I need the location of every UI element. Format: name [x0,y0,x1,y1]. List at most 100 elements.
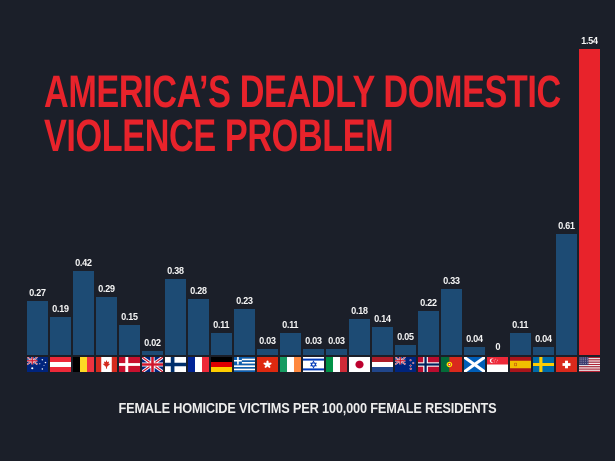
bar-norway [418,311,439,355]
bar-value-label: 0 [495,341,500,353]
bar-column-united-kingdom: 0.02 [142,337,163,372]
bar-column-hong-kong: 0.03 [257,335,278,372]
bar-greece [234,309,255,355]
bar-value-label: 0.19 [52,303,69,315]
bar-column-netherlands: 0.14 [372,313,393,372]
bar-sweden [533,347,554,355]
bar-finland [165,279,186,355]
bar-column-greece: 0.23 [234,295,255,372]
bar-ireland [280,333,301,355]
flag-new-zealand-icon [395,357,416,372]
flag-scotland-icon [464,357,485,372]
bar-value-label: 0.04 [535,333,552,345]
bar-spain [510,333,531,355]
bar-japan [349,319,370,355]
flag-belgium-icon [73,357,94,372]
bar-value-label: 0.28 [190,285,207,297]
bar-column-italy: 0.03 [326,335,347,372]
bar-column-canada: 0.29 [96,283,117,372]
bar-column-scotland: 0.04 [464,333,485,372]
bar-column-belgium: 0.42 [73,257,94,372]
bar-value-label: 0.33 [443,275,460,287]
flag-united-kingdom-icon [142,357,163,372]
bar-column-germany: 0.11 [211,319,232,372]
bar-value-label: 0.11 [213,319,230,331]
bar-italy [326,349,347,355]
bar-column-france: 0.28 [188,285,209,372]
flag-spain-icon [510,357,531,372]
bar-france [188,299,209,355]
bar-value-label: 0.03 [259,335,276,347]
bar-denmark [119,325,140,355]
bar-united-kingdom [142,351,163,355]
bar-value-label: 0.03 [305,335,322,347]
bar-value-label: 1.54 [581,35,598,47]
flag-switzerland-icon [556,357,577,372]
bar-value-label: 0.14 [374,313,391,325]
bar-value-label: 0.42 [75,257,92,269]
bar-switzerland [556,234,577,355]
flag-ireland-icon [280,357,301,372]
bar-netherlands [372,327,393,355]
bar-column-denmark: 0.15 [119,311,140,372]
bar-column-norway: 0.22 [418,297,439,372]
bar-column-japan: 0.18 [349,305,370,372]
bar-value-label: 0.02 [144,337,161,349]
bar-value-label: 0.27 [29,287,46,299]
bar-column-finland: 0.38 [165,265,186,372]
bar-united-states [579,49,600,355]
bar-column-portugal: 0.33 [441,275,462,372]
flag-germany-icon [211,357,232,372]
flag-portugal-icon [441,357,462,372]
bar-value-label: 0.03 [328,335,345,347]
bar-israel [303,349,324,355]
bar-column-sweden: 0.04 [533,333,554,372]
bar-value-label: 0.15 [121,311,138,323]
bar-value-label: 0.05 [397,331,414,343]
bar-column-israel: 0.03 [303,335,324,372]
bar-column-new-zealand: 0.05 [395,331,416,372]
bar-value-label: 0.22 [420,297,437,309]
flag-netherlands-icon [372,357,393,372]
flag-sweden-icon [533,357,554,372]
bar-australia [27,301,48,355]
flag-israel-icon [303,357,324,372]
bar-column-australia: 0.27 [27,287,48,372]
flag-austria-icon [50,357,71,372]
bar-column-spain: 0.11 [510,319,531,372]
bar-hong-kong [257,349,278,355]
bar-portugal [441,289,462,355]
flag-italy-icon [326,357,347,372]
bar-column-austria: 0.19 [50,303,71,372]
bar-germany [211,333,232,355]
flag-denmark-icon [119,357,140,372]
bar-value-label: 0.11 [282,319,299,331]
bar-column-ireland: 0.11 [280,319,301,372]
bar-column-switzerland: 0.61 [556,220,577,372]
flag-greece-icon [234,357,255,372]
chart-title-line1: AMERICA’S DEADLY DOMESTIC [44,66,561,117]
axis-caption: FEMALE HOMICIDE VICTIMS PER 100,000 FEMA… [118,400,497,417]
bar-value-label: 0.18 [351,305,368,317]
flag-singapore-icon [487,357,508,372]
bar-value-label: 0.38 [167,265,184,277]
flag-france-icon [188,357,209,372]
flag-finland-icon [165,357,186,372]
flag-hong-kong-icon [257,357,278,372]
bar-value-label: 0.61 [558,220,575,232]
bar-austria [50,317,71,355]
flag-australia-icon [27,357,48,372]
bar-value-label: 0.23 [236,295,253,307]
bar-column-singapore: 0 [487,341,508,372]
bar-belgium [73,271,94,355]
bar-value-label: 0.11 [512,319,529,331]
bar-value-label: 0.04 [466,333,483,345]
chart-title: AMERICA’S DEADLY DOMESTIC VIOLENCE PROBL… [44,66,561,161]
chart-title-line2: VIOLENCE PROBLEM [44,110,394,161]
flag-japan-icon [349,357,370,372]
bar-scotland [464,347,485,355]
flag-norway-icon [418,357,439,372]
bar-canada [96,297,117,355]
bar-value-label: 0.29 [98,283,115,295]
